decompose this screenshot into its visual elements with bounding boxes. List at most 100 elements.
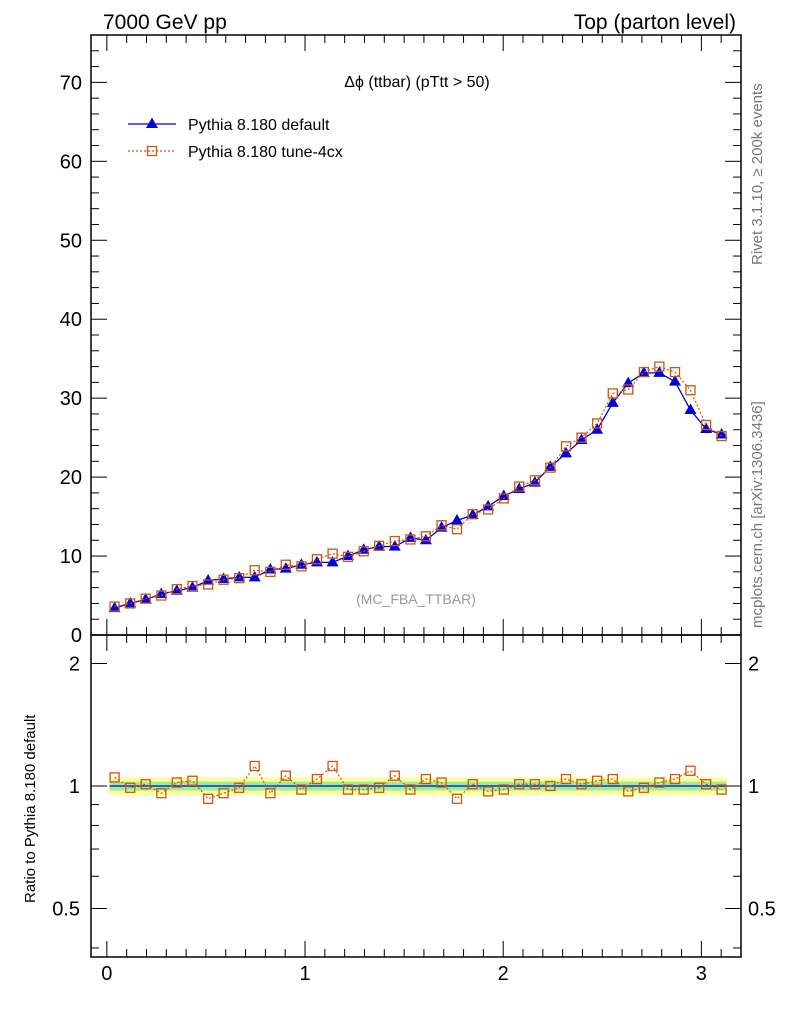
ratio-point-tune [420,773,432,785]
point-tune [576,432,587,443]
x-tick-labels: 0 1 2 3 [101,963,707,985]
point-default [606,396,619,407]
ratio-point-tune [327,760,338,772]
point-tune [311,554,323,565]
point-default [124,596,137,608]
line-tune [114,365,722,608]
ratio-point-tune [451,793,463,804]
ratio-series-tune [109,760,727,804]
point-tune [358,546,369,557]
point-default [326,555,339,567]
point-default [202,574,215,585]
point-default [248,570,261,582]
y-tick-label: 40 [60,309,82,331]
point-tune [405,534,416,545]
ratio-y-tick-label-right: 2 [748,654,759,676]
ratio-point-tune [280,770,291,781]
point-default [544,460,557,471]
point-tune [716,430,727,442]
x-tick-label: 3 [696,963,707,985]
point-default [669,375,682,386]
point-default [451,514,464,525]
header-left: 7000 GeV pp [103,11,227,34]
point-tune [420,531,432,542]
y-tick-label: 70 [60,72,82,94]
ratio-point-tune [498,784,509,795]
legend-marker-tune [146,145,158,157]
point-tune [389,535,400,547]
ratio-point-tune [202,793,214,804]
ratio-point-tune [654,777,665,788]
point-default [279,562,292,573]
ratio-point-tune [467,779,478,790]
ratio-point-tune [638,782,650,793]
ratio-point-tune [140,779,151,790]
point-tune [436,520,447,531]
ratio-point-tune [700,779,712,790]
point-tune [669,366,681,378]
point-tune [234,573,245,584]
point-tune [607,388,618,399]
point-tune [265,566,276,577]
point-default [419,533,432,545]
point-tune [545,462,556,473]
point-tune [327,548,338,559]
ratio-y-tick-labels: 0.5 0.5 1 1 2 2 [52,654,776,921]
header-right: Top (parton level) [574,11,736,34]
ratio-point-tune [171,777,182,788]
ratio-y-tick-label: 0.5 [52,898,80,920]
ratio-point-tune [685,765,696,776]
ratio-point-tune [591,775,603,786]
legend: Pythia 8.180 default Pythia 8.180 tune-4… [128,117,343,161]
point-tune [140,593,151,604]
point-tune [202,579,214,590]
point-default [715,427,728,439]
point-default [560,446,573,458]
ratio-point-tune [436,777,447,788]
ratio-y-tick-label-right: 1 [748,776,759,798]
point-tune [373,540,385,551]
point-tune [296,561,307,572]
legend-label-tune: Pythia 8.180 tune-4cx [188,144,343,161]
point-tune [171,584,182,595]
point-tune [342,551,354,562]
ratio-point-tune [265,788,276,799]
ratio-y-tick-label-right: 0.5 [748,898,776,920]
point-default [513,482,526,493]
ratio-point-tune [109,772,120,783]
ratio-point-tune [669,773,681,785]
point-tune [280,559,291,570]
point-tune [700,419,712,431]
legend-label-default: Pythia 8.180 default [188,117,330,134]
series-default [108,366,728,613]
point-default [497,489,510,501]
series-tune [109,361,727,612]
point-tune [591,418,603,429]
point-default [295,558,308,569]
point-default [435,521,448,532]
ratio-point-tune [156,788,167,799]
ratio-point-tune [342,784,354,795]
ratio-point-tune [218,788,229,799]
point-tune [125,598,136,609]
y-tick-label: 0 [71,625,82,647]
point-tune [109,601,120,612]
main-y-tick-labels: 0 10 20 30 40 50 60 70 [60,72,82,647]
ratio-point-tune [296,784,307,795]
point-tune [623,384,634,395]
ratio-point-tune [560,773,572,785]
y-tick-label: 20 [60,467,82,489]
ratio-point-tune [249,760,260,772]
ratio-point-tune [514,779,525,790]
x-tick-label: 2 [498,963,509,985]
point-default [700,422,713,433]
analysis-watermark: (MC_FBA_TTBAR) [356,591,476,607]
point-default [575,433,588,444]
point-tune [218,574,229,585]
ratio-plot-frame [90,634,742,958]
y-tick-label: 50 [60,230,82,252]
ratio-point-tune [311,773,323,785]
point-tune [529,475,541,486]
ratio-point-tune [529,779,541,790]
